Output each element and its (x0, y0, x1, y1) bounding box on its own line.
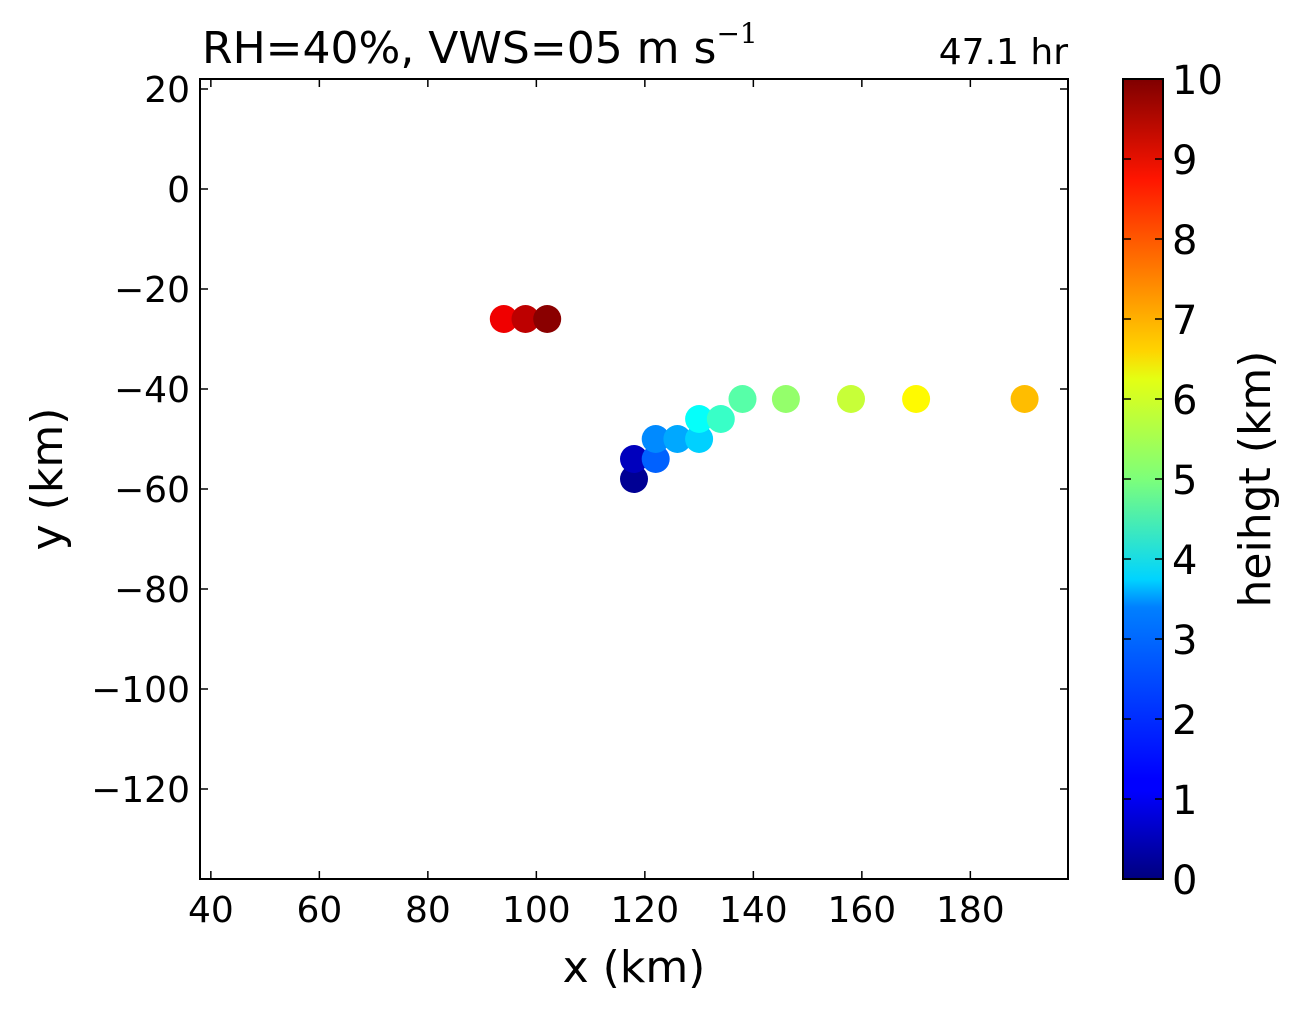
x-tick-label: 160 (827, 890, 896, 931)
y-tick-label: −100 (91, 670, 190, 711)
data-point (641, 425, 670, 453)
x-tick-label: 120 (610, 890, 679, 931)
data-point (706, 405, 735, 433)
data-point (837, 385, 865, 413)
y-axis-ticks: 20 0 −20 −40 −60 −80 −100 −120 (91, 70, 1068, 811)
chart-title: RH=40%, VWS=05 m s−1 (202, 17, 758, 74)
colorbar-label: heihgt (km) (1230, 351, 1281, 608)
y-tick-label: 0 (167, 170, 190, 211)
y-tick-label: 20 (144, 70, 190, 111)
x-axis-ticks: 40 60 80 100 120 140 160 180 (188, 79, 1005, 931)
colorbar-tick-label: 8 (1172, 218, 1197, 264)
colorbar-tick-label: 0 (1172, 858, 1197, 904)
data-point (728, 385, 757, 413)
x-tick-label: 60 (296, 890, 342, 931)
colorbar-tick-label: 4 (1172, 538, 1197, 584)
x-tick-label: 100 (502, 890, 571, 931)
colorbar-tick-label: 1 (1172, 778, 1197, 824)
colorbar-tick-label: 5 (1172, 458, 1197, 504)
y-tick-label: −20 (114, 270, 190, 311)
y-tick-label: −120 (91, 770, 190, 811)
data-point (641, 445, 670, 473)
data-point (771, 385, 800, 413)
colorbar-tick-label: 9 (1172, 138, 1197, 184)
y-tick-label: −40 (114, 370, 190, 411)
x-axis-label: x (km) (563, 942, 706, 993)
data-points (489, 305, 1039, 493)
colorbar-tick-label: 7 (1172, 298, 1197, 344)
y-axis-label: y (km) (22, 408, 73, 551)
x-tick-label: 40 (188, 890, 234, 931)
data-point (620, 465, 648, 493)
x-tick-label: 180 (936, 890, 1005, 931)
data-point (685, 425, 714, 453)
x-tick-label: 140 (719, 890, 788, 931)
data-point (533, 305, 562, 333)
data-point (620, 445, 648, 473)
data-point (1010, 385, 1039, 413)
colorbar-tick-label: 10 (1172, 58, 1223, 104)
data-point (511, 305, 540, 333)
y-tick-label: −80 (114, 570, 190, 611)
data-point (685, 405, 714, 433)
colorbar-ticks: 0 1 2 3 4 5 6 7 8 9 10 (1123, 58, 1223, 904)
x-tick-label: 80 (405, 890, 451, 931)
time-label: 47.1 hr (939, 32, 1068, 73)
colorbar-tick-label: 2 (1172, 698, 1197, 744)
data-point (489, 305, 518, 333)
colorbar-tick-label: 3 (1172, 618, 1197, 664)
colorbar-tick-label: 6 (1172, 378, 1197, 424)
data-point (902, 385, 931, 413)
data-point (663, 425, 692, 453)
y-tick-label: −60 (114, 470, 190, 511)
